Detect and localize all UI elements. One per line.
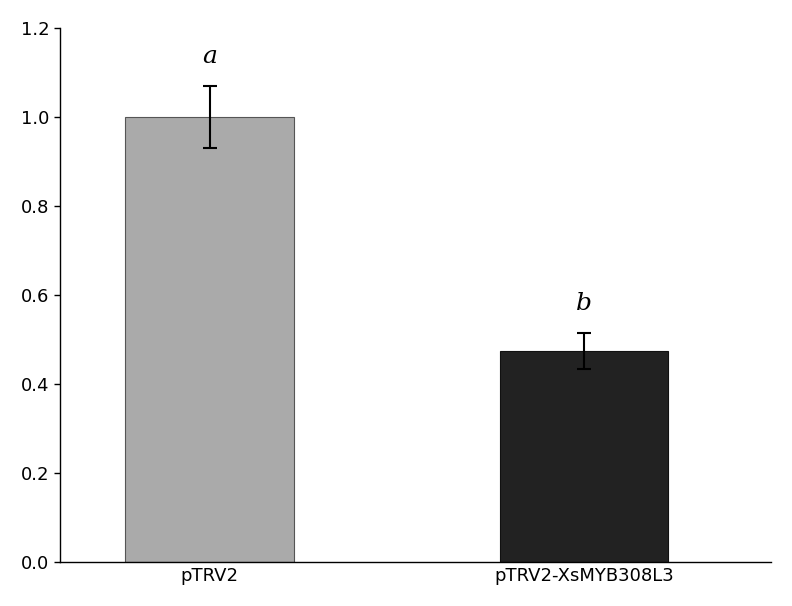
Bar [500,351,668,562]
Text: b: b [576,292,592,315]
Bar [125,117,294,562]
Text: a: a [202,45,217,68]
